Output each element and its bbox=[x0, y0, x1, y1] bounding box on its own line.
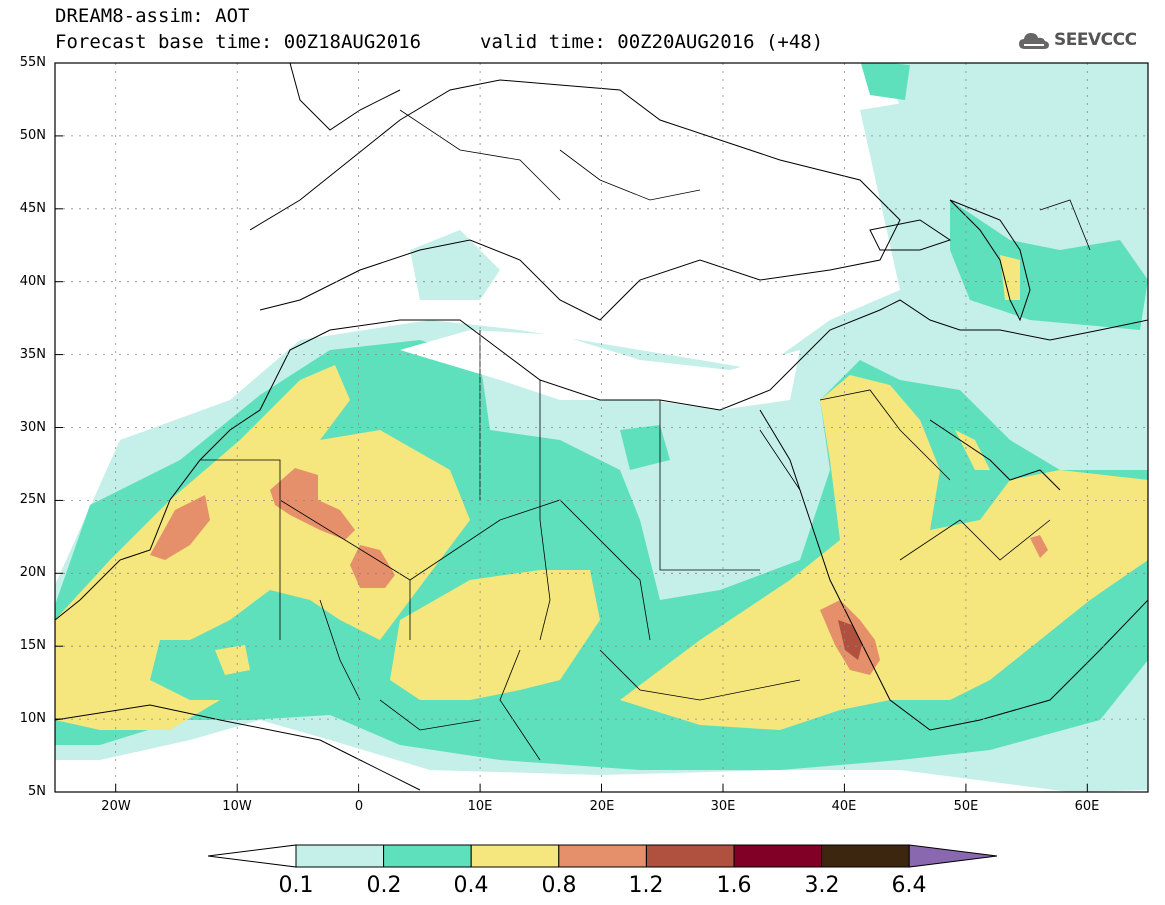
colorbar-over-arrow bbox=[908, 844, 998, 868]
lon-label: 20W bbox=[101, 799, 131, 814]
lat-label: 15N bbox=[19, 638, 46, 653]
model-title: DREAM8-assim: AOT bbox=[55, 5, 250, 27]
colorbar-box bbox=[558, 844, 647, 868]
aot-level-0.8 bbox=[270, 468, 355, 540]
seevccc-logo: SEEVCCC bbox=[1018, 26, 1137, 54]
colorbar-label: 0.1 bbox=[278, 873, 314, 898]
aot-level-0.4 bbox=[390, 570, 600, 700]
aot-level-0.2 bbox=[860, 63, 910, 100]
colorbar-label: 0.2 bbox=[366, 873, 402, 898]
lat-label: 40N bbox=[19, 274, 46, 289]
lon-label: 40E bbox=[831, 799, 857, 814]
lat-label: 50N bbox=[19, 128, 46, 143]
lat-label: 35N bbox=[19, 347, 46, 362]
lon-label: 20E bbox=[589, 799, 615, 814]
cloud-icon bbox=[1019, 33, 1049, 49]
colorbar-box bbox=[645, 844, 735, 868]
lon-label: 10E bbox=[467, 799, 493, 814]
lat-label: 20N bbox=[19, 565, 46, 580]
aot-level-0.8 bbox=[350, 545, 395, 588]
colorbar-label: 1.2 bbox=[628, 873, 664, 898]
valid-time: valid time: 00Z20AUG2016 (+48) bbox=[480, 31, 824, 53]
aot-level-0.4 bbox=[620, 375, 1148, 730]
aot-level-0.2 bbox=[620, 425, 670, 470]
lon-label: 50E bbox=[953, 799, 979, 814]
base-time: Forecast base time: 00Z18AUG2016 bbox=[55, 31, 422, 53]
aot-level-0.8 bbox=[150, 495, 210, 560]
aot-level-0.4 bbox=[55, 365, 470, 730]
colorbar-box bbox=[383, 844, 472, 868]
colorbar-label: 1.6 bbox=[716, 873, 752, 898]
colorbar-box bbox=[821, 844, 910, 868]
aot-level-0.2 bbox=[950, 200, 1148, 330]
colorbar-label: 0.8 bbox=[541, 873, 577, 898]
colorbar-label: 0.4 bbox=[453, 873, 489, 898]
colorbar-box bbox=[470, 844, 560, 868]
aot-level-0.8 bbox=[1030, 535, 1048, 558]
colorbar bbox=[207, 844, 998, 868]
gridlines bbox=[55, 63, 1148, 792]
lon-label: 0 bbox=[354, 799, 364, 814]
aot-level-0.1 bbox=[880, 63, 1148, 120]
lon-label: 10W bbox=[222, 799, 252, 814]
lat-label: 10N bbox=[19, 711, 46, 726]
colorbar-under-arrow bbox=[207, 844, 297, 868]
colorbar-label: 3.2 bbox=[804, 873, 840, 898]
lat-label: 55N bbox=[19, 55, 46, 70]
logo-text: SEEVCCC bbox=[1054, 30, 1137, 50]
colorbar-box bbox=[733, 844, 823, 868]
aot-level-0.4 bbox=[215, 645, 250, 675]
aot-fields bbox=[55, 63, 1148, 792]
colorbar-label: 6.4 bbox=[891, 873, 927, 898]
aot-level-0.4 bbox=[1000, 255, 1020, 300]
coastlines bbox=[55, 63, 1148, 791]
lon-label: 60E bbox=[1074, 799, 1100, 814]
colorbar-box bbox=[295, 844, 385, 868]
axis-ticks bbox=[55, 62, 1088, 793]
lat-label: 25N bbox=[19, 492, 46, 507]
lat-label: 30N bbox=[19, 420, 46, 435]
lat-label: 45N bbox=[19, 201, 46, 216]
aot-level-1.2 bbox=[838, 620, 862, 660]
lat-label: 5N bbox=[28, 784, 46, 799]
aot-level-0.4 bbox=[955, 430, 990, 470]
lon-label: 30E bbox=[710, 799, 736, 814]
